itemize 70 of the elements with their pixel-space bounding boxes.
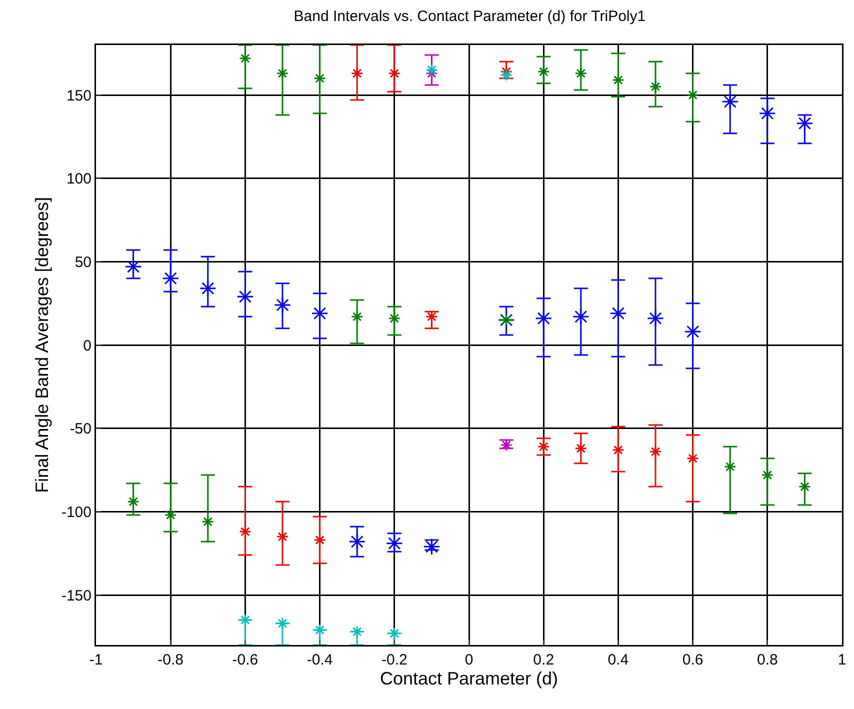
point: [423, 538, 440, 556]
point: [610, 304, 627, 322]
x-tick-label: -1: [89, 652, 103, 668]
x-tick-label: -0.6: [232, 652, 258, 668]
point: [796, 114, 814, 132]
point: [127, 496, 140, 508]
x-tick-label: 0.8: [756, 652, 778, 668]
point: [164, 508, 177, 522]
x-tick-label: -0.4: [306, 652, 333, 668]
point: [239, 614, 252, 626]
y-axis-title: Final Angle Band Averages [degrees]: [32, 197, 52, 493]
x-tick-label: 0.6: [682, 652, 704, 668]
point: [276, 617, 289, 630]
x-axis-title: Contact Parameter (d): [380, 668, 558, 688]
point: [426, 310, 438, 323]
point: [684, 323, 702, 340]
point: [761, 468, 774, 482]
point: [199, 280, 216, 297]
point: [276, 67, 289, 80]
point: [388, 627, 401, 640]
point: [162, 270, 180, 287]
y-tick-label: -100: [61, 504, 92, 521]
point: [500, 68, 512, 82]
y-tick-label: -150: [61, 587, 92, 604]
point: [798, 480, 811, 493]
x-tick-label: -0.2: [381, 652, 408, 668]
x-tick-label: 0.4: [608, 652, 629, 668]
y-tick-label: 0: [83, 337, 92, 354]
point: [758, 104, 776, 122]
point: [274, 296, 292, 314]
point: [311, 304, 328, 322]
y-tick-label: 150: [66, 87, 92, 104]
point: [686, 452, 699, 464]
point: [686, 88, 699, 102]
point: [202, 516, 214, 528]
point: [350, 626, 364, 638]
point: [649, 80, 662, 93]
point: [537, 66, 550, 78]
x-tick-label: -0.8: [158, 652, 184, 668]
point: [649, 446, 662, 458]
point: [239, 526, 252, 538]
point: [314, 534, 326, 546]
point: [314, 72, 326, 84]
chart-title: Band Intervals vs. Contact Parameter (d) for TriPoly1: [294, 8, 646, 26]
point: [572, 308, 590, 326]
point: [426, 64, 438, 76]
y-tick-label: 50: [74, 254, 92, 271]
point: [535, 310, 552, 327]
point: [612, 444, 624, 456]
point: [348, 533, 366, 550]
point: [722, 93, 739, 110]
point: [350, 310, 364, 323]
point: [388, 67, 401, 80]
point: [236, 288, 254, 306]
point: [724, 460, 736, 473]
point: [239, 52, 252, 64]
point: [314, 624, 326, 636]
point: [646, 310, 664, 327]
point: [612, 74, 624, 86]
point: [388, 312, 401, 324]
point: [124, 258, 142, 276]
point: [276, 530, 289, 543]
x-tick-label: 1: [838, 652, 846, 668]
y-tick-label: -50: [70, 420, 92, 438]
point: [574, 442, 588, 454]
y-tick-label: 100: [66, 170, 92, 188]
point: [350, 67, 364, 80]
point: [574, 67, 588, 80]
x-tick-label: 0: [464, 652, 474, 668]
x-tick-label: 0.2: [533, 652, 554, 668]
